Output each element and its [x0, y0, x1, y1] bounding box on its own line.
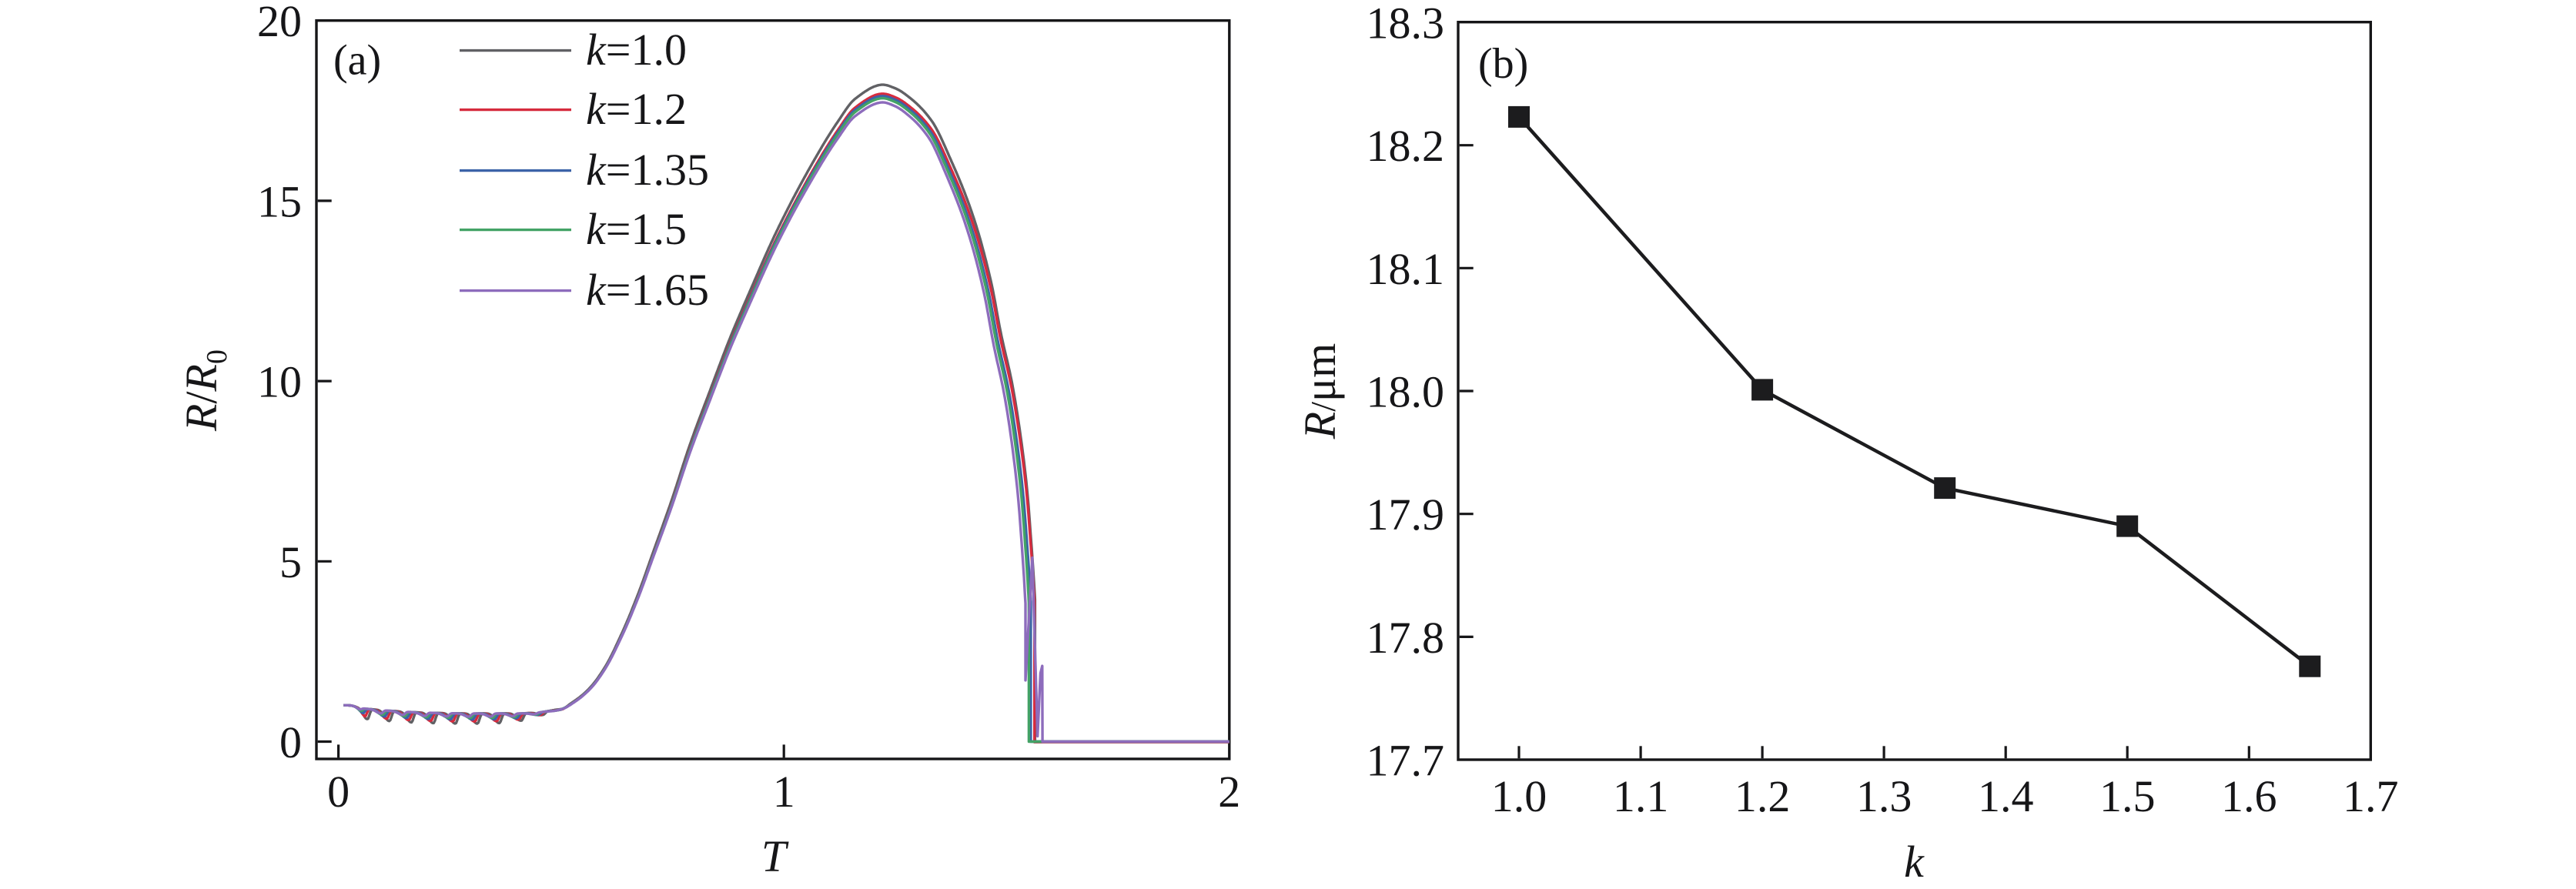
svg-text:k: k	[1904, 837, 1925, 887]
svg-text:15: 15	[257, 176, 302, 226]
svg-text:5: 5	[279, 537, 302, 587]
svg-text:k=1.0: k=1.0	[586, 25, 687, 75]
svg-text:1.0: 1.0	[1491, 771, 1547, 821]
svg-text:k=1.35: k=1.35	[586, 145, 709, 195]
svg-text:1.2: 1.2	[1735, 771, 1791, 821]
svg-text:0: 0	[279, 717, 302, 767]
svg-text:k=1.2: k=1.2	[586, 84, 687, 134]
svg-text:R/R0: R/R0	[176, 349, 233, 432]
svg-text:k=1.5: k=1.5	[586, 204, 687, 254]
svg-text:20: 20	[257, 0, 302, 46]
svg-text:1.3: 1.3	[1856, 771, 1912, 821]
svg-text:1.5: 1.5	[2099, 771, 2156, 821]
svg-text:R/μm: R/μm	[1295, 343, 1345, 439]
svg-text:18.3: 18.3	[1367, 0, 1445, 48]
svg-text:1.6: 1.6	[2221, 771, 2277, 821]
svg-text:1.1: 1.1	[1613, 771, 1669, 821]
svg-text:18.1: 18.1	[1367, 244, 1445, 294]
svg-text:17.8: 17.8	[1367, 613, 1445, 663]
svg-text:18.2: 18.2	[1367, 121, 1445, 171]
svg-text:2: 2	[1218, 767, 1240, 817]
svg-text:1.7: 1.7	[2343, 771, 2399, 821]
svg-text:17.9: 17.9	[1367, 490, 1445, 540]
svg-text:(a): (a)	[333, 37, 381, 85]
svg-text:T: T	[761, 831, 789, 881]
svg-text:10: 10	[257, 357, 302, 407]
svg-text:0: 0	[327, 767, 350, 817]
svg-text:17.7: 17.7	[1367, 736, 1445, 786]
svg-text:(b): (b)	[1478, 40, 1528, 88]
svg-text:1: 1	[773, 767, 795, 817]
svg-text:18.0: 18.0	[1367, 367, 1445, 417]
svg-text:1.4: 1.4	[1978, 771, 2034, 821]
svg-text:k=1.65: k=1.65	[586, 265, 709, 315]
